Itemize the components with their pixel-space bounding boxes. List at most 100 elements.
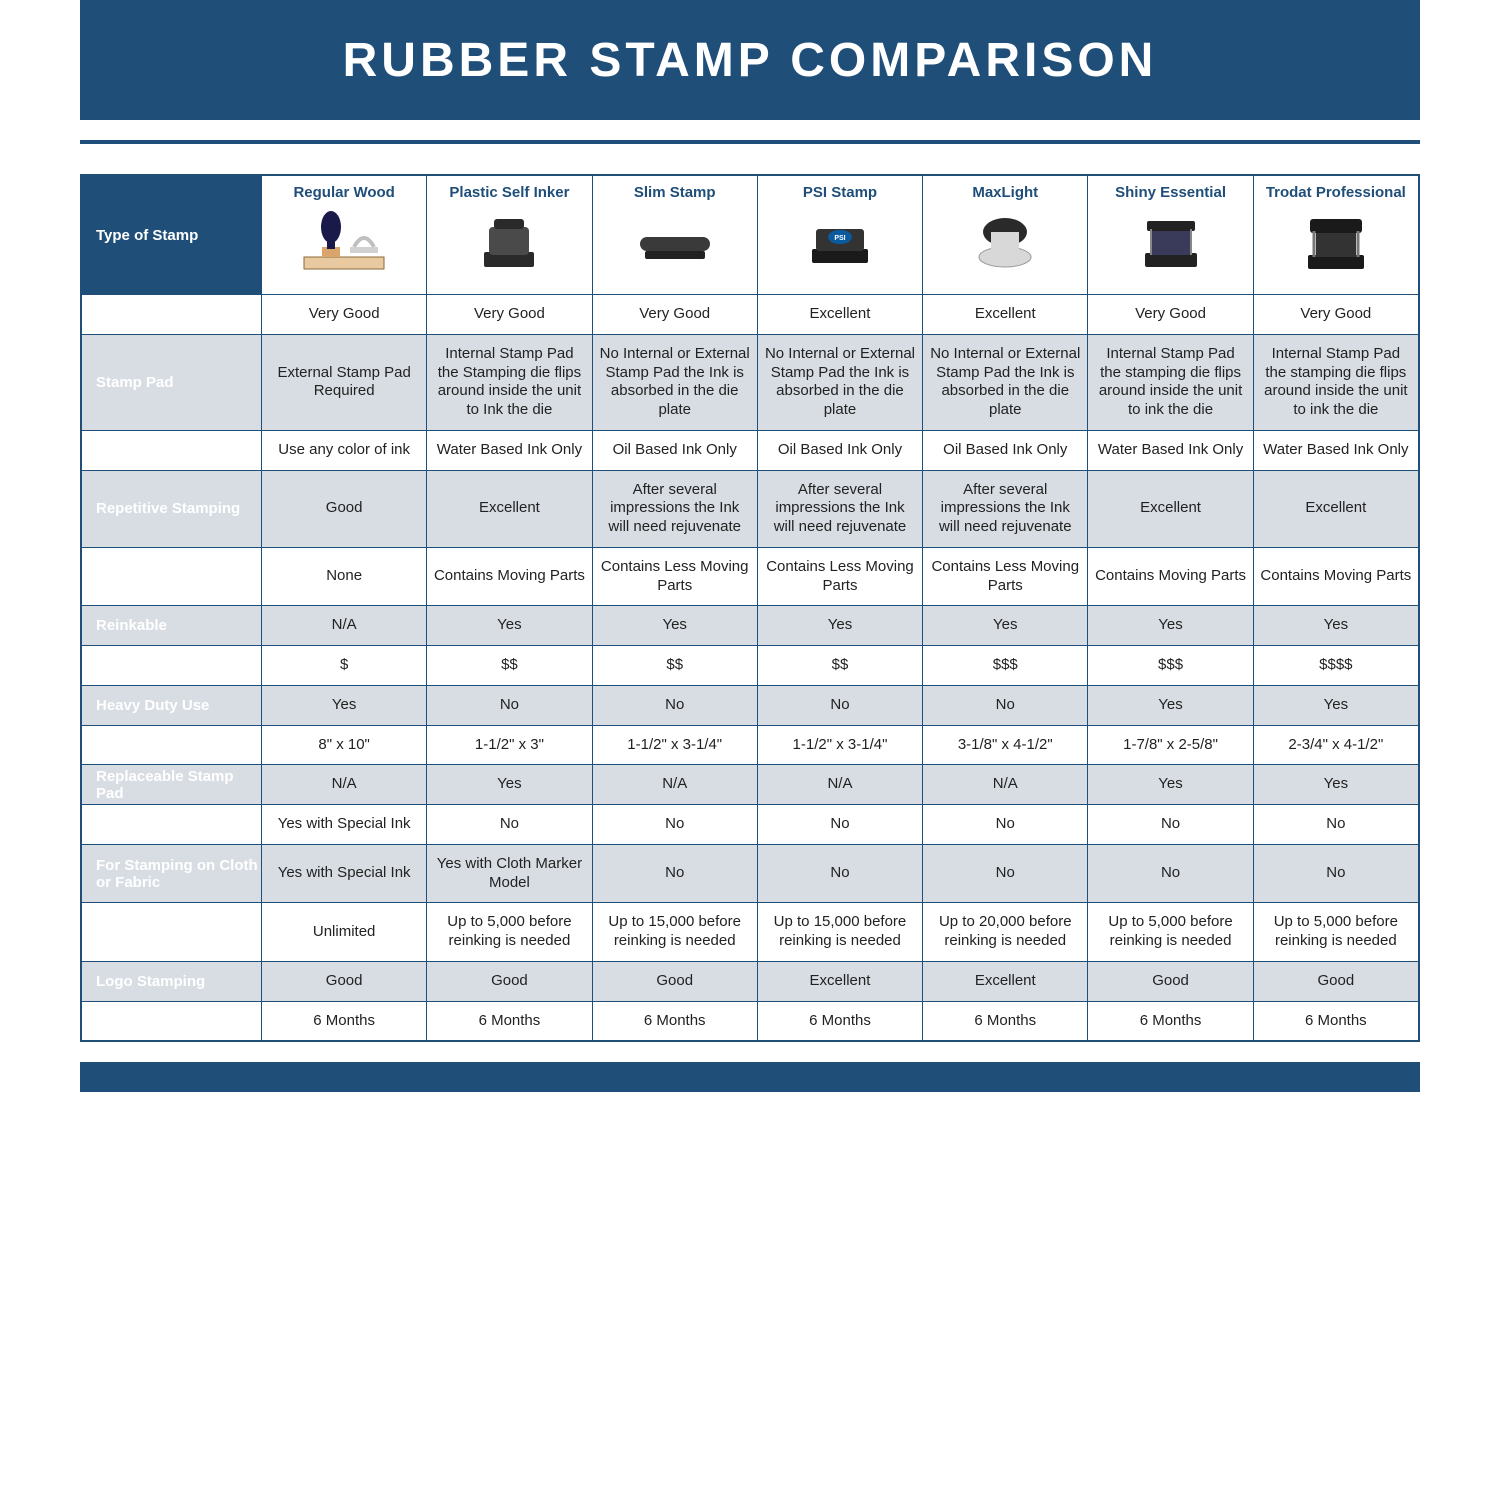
cell: None bbox=[262, 547, 427, 606]
cell: No Internal or External Stamp Pad the In… bbox=[592, 334, 757, 430]
cell: 1-1/2" x 3-1/4" bbox=[757, 725, 922, 765]
stamp-psi-icon: PSI bbox=[790, 207, 890, 277]
title-bar: RUBBER STAMP COMPARISON bbox=[80, 0, 1420, 120]
cell: Yes bbox=[923, 606, 1088, 646]
cell: Yes with Special Ink bbox=[262, 844, 427, 903]
cell: Use any color of ink bbox=[262, 430, 427, 470]
col-header-label: Plastic Self Inker bbox=[427, 184, 591, 201]
cell: Up to 20,000 before reinking is needed bbox=[923, 903, 1088, 962]
cell: 2-3/4" x 4-1/2" bbox=[1253, 725, 1418, 765]
comparison-table: Type of Stamp Regular Wood Plastic Self … bbox=[80, 174, 1420, 1042]
col-header-label: Slim Stamp bbox=[593, 184, 757, 201]
cell: Water Based Ink Only bbox=[1088, 430, 1253, 470]
cell: N/A bbox=[262, 765, 427, 805]
cell: Good bbox=[262, 470, 427, 547]
col-header: Plastic Self Inker bbox=[427, 176, 592, 295]
cell: Good bbox=[262, 961, 427, 1001]
stamp-maxlight-icon bbox=[955, 207, 1055, 277]
cell: No bbox=[1253, 805, 1418, 845]
cell: 1-1/2" x 3" bbox=[427, 725, 592, 765]
cell: Yes bbox=[427, 606, 592, 646]
col-header: Regular Wood bbox=[262, 176, 427, 295]
cell: No bbox=[427, 805, 592, 845]
cell: No bbox=[592, 685, 757, 725]
row-label: For Stamping on Cloth or Fabric bbox=[82, 844, 262, 903]
cell: No bbox=[923, 685, 1088, 725]
cell: Yes bbox=[1088, 765, 1253, 805]
row-label: Logo Stamping bbox=[82, 961, 262, 1001]
cell: N/A bbox=[757, 765, 922, 805]
cell: Internal Stamp Pad the Stamping die flip… bbox=[427, 334, 592, 430]
cell: Up to 15,000 before reinking is needed bbox=[592, 903, 757, 962]
cell: Up to 5,000 before reinking is needed bbox=[1253, 903, 1418, 962]
row-label: Heavy Duty Use bbox=[82, 685, 262, 725]
table-row: Stamp PadExternal Stamp Pad RequiredInte… bbox=[82, 334, 1419, 430]
table-row: Number of ImpressionUnlimitedUp to 5,000… bbox=[82, 903, 1419, 962]
cell: 6 Months bbox=[262, 1001, 427, 1041]
row-label: Cost bbox=[82, 646, 262, 686]
cell: After several impressions the Ink will n… bbox=[592, 470, 757, 547]
row-label: Maximum Size bbox=[82, 725, 262, 765]
table-row: Type of InkUse any color of ink Water Bas… bbox=[82, 430, 1419, 470]
svg-text:PSI: PSI bbox=[834, 235, 845, 242]
cell: N/A bbox=[592, 765, 757, 805]
cell: 6 Months bbox=[1253, 1001, 1418, 1041]
row-label: For Stamping on Glossy Paper bbox=[82, 805, 262, 845]
cell: N/A bbox=[923, 765, 1088, 805]
cell: $$ bbox=[592, 646, 757, 686]
cell: Good bbox=[1088, 961, 1253, 1001]
cell: Contains Less Moving Parts bbox=[923, 547, 1088, 606]
row-label: Type of Ink bbox=[82, 430, 262, 470]
cell: Up to 15,000 before reinking is needed bbox=[757, 903, 922, 962]
row-label: Replaceable Stamp Pad bbox=[82, 765, 262, 805]
title-underline bbox=[80, 140, 1420, 144]
cell: No bbox=[592, 844, 757, 903]
cell: 8" x 10" bbox=[262, 725, 427, 765]
cell: Very Good bbox=[427, 295, 592, 335]
cell: Water Based Ink Only bbox=[1253, 430, 1418, 470]
cell: 1-1/2" x 3-1/4" bbox=[592, 725, 757, 765]
cell: Yes bbox=[427, 765, 592, 805]
cell: Good bbox=[1253, 961, 1418, 1001]
cell: Excellent bbox=[757, 295, 922, 335]
cell: Excellent bbox=[757, 961, 922, 1001]
cell: Good bbox=[592, 961, 757, 1001]
cell: Yes bbox=[1088, 685, 1253, 725]
cell: Very Good bbox=[262, 295, 427, 335]
cell: 6 Months bbox=[427, 1001, 592, 1041]
cell: Good bbox=[427, 961, 592, 1001]
cell: $$$ bbox=[923, 646, 1088, 686]
cell: No bbox=[757, 685, 922, 725]
cell: No bbox=[1088, 844, 1253, 903]
cell: 6 Months bbox=[592, 1001, 757, 1041]
cell: No bbox=[427, 685, 592, 725]
cell: 3-1/8" x 4-1/2" bbox=[923, 725, 1088, 765]
cell: 1-7/8" x 2-5/8" bbox=[1088, 725, 1253, 765]
table-row: Warranty6 Months6 Months6 Months6 Months… bbox=[82, 1001, 1419, 1041]
cell: Internal Stamp Pad the stamping die flip… bbox=[1253, 334, 1418, 430]
col-header: PSI Stamp PSI bbox=[757, 176, 922, 295]
stamp-self-inker-icon bbox=[459, 207, 559, 277]
cell: Oil Based Ink Only bbox=[757, 430, 922, 470]
footer-bar bbox=[80, 1062, 1420, 1092]
cell: No bbox=[1088, 805, 1253, 845]
row-label: Reinkable bbox=[82, 606, 262, 646]
cell: Very Good bbox=[592, 295, 757, 335]
cell: $$ bbox=[757, 646, 922, 686]
col-header: MaxLight bbox=[923, 176, 1088, 295]
header-row: Type of Stamp Regular Wood Plastic Self … bbox=[82, 176, 1419, 295]
col-header-label: Trodat Professional bbox=[1254, 184, 1418, 201]
table-row: Repetitive StampingGoodExcellentAfter se… bbox=[82, 470, 1419, 547]
cell: Yes bbox=[262, 685, 427, 725]
cell: No Internal or External Stamp Pad the In… bbox=[923, 334, 1088, 430]
row-label: Warranty bbox=[82, 1001, 262, 1041]
cell: Excellent bbox=[1253, 470, 1418, 547]
cell: Excellent bbox=[1088, 470, 1253, 547]
cell: Contains Moving Parts bbox=[1088, 547, 1253, 606]
table-row: Cost$$$$$$$$$$$$$$$$$ bbox=[82, 646, 1419, 686]
cell: After several impressions the Ink will n… bbox=[757, 470, 922, 547]
cell: Yes bbox=[1088, 606, 1253, 646]
cell: N/A bbox=[262, 606, 427, 646]
cell: $$$ bbox=[1088, 646, 1253, 686]
table-row: Maximum Size8" x 10"1-1/2" x 3"1-1/2" x … bbox=[82, 725, 1419, 765]
